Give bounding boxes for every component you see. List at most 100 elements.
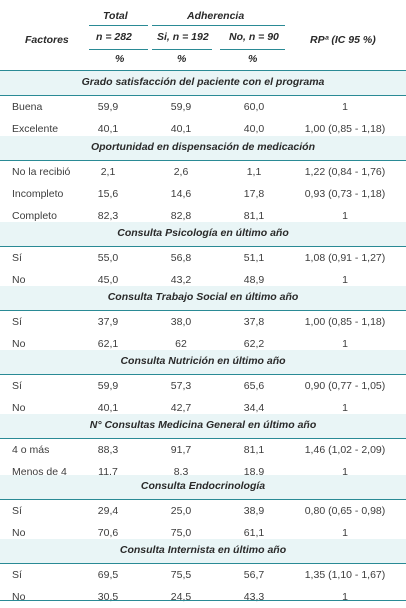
table-row: No 62,1 62 62,2 1 (0, 333, 406, 355)
cell-rp: 0,93 (0,73 - 1,18) (304, 188, 386, 200)
cell-adherencia-si: 2,6 (173, 166, 189, 178)
row-label: No (12, 274, 26, 286)
header-factores: Factores (25, 34, 69, 46)
cell-adherencia-si: 43,2 (170, 274, 192, 286)
section-title: Consulta Endocrinología (140, 480, 266, 492)
cell-total: 82,3 (97, 210, 119, 222)
cell-adherencia-no: 81,1 (243, 210, 265, 222)
table-bottom-rule (0, 600, 406, 601)
section-title: N° Consultas Medicina General en último … (89, 419, 317, 431)
row-label: No (12, 591, 26, 603)
cell-adherencia-si: 59,9 (170, 101, 192, 113)
cell-rp: 1 (342, 466, 348, 478)
table-row: Sí 55,0 56,8 51,1 1,08 (0,91 - 1,27) (0, 247, 406, 269)
cell-rp: 1 (342, 101, 348, 113)
cell-adherencia-no: 43,3 (243, 591, 265, 603)
cell-rp: 0,90 (0,77 - 1,05) (304, 380, 386, 392)
cell-total: 88,3 (97, 444, 119, 456)
section-rule (0, 310, 406, 311)
row-label: Buena (12, 101, 43, 113)
header-bottom-rule (0, 70, 406, 71)
header-total: Total (103, 10, 128, 22)
section-header (0, 414, 406, 438)
row-label: Excelente (12, 123, 59, 135)
cell-total: 55,0 (97, 252, 119, 264)
header-total-rule (89, 25, 148, 26)
header-pct-total: % (115, 53, 125, 65)
section-title: Grado satisfacción del paciente con el p… (81, 76, 325, 88)
cell-adherencia-no: 81,1 (243, 444, 265, 456)
section-title: Consulta Nutrición en último año (120, 355, 286, 367)
cell-adherencia-si: 14,6 (170, 188, 192, 200)
section-rule (0, 438, 406, 439)
row-label: Sí (12, 316, 22, 328)
table-row: No la recibió 2,1 2,6 1,1 1,22 (0,84 - 1,76) (0, 161, 406, 183)
row-label: Sí (12, 569, 22, 581)
header-n-si: Si, n = 192 (157, 31, 209, 43)
section-header (0, 350, 406, 374)
cell-adherencia-si: 75,5 (170, 569, 192, 581)
header-n-si-rule (152, 49, 212, 50)
table-row: Buena 59,9 59,9 60,0 1 (0, 96, 406, 118)
cell-total: 15,6 (97, 188, 119, 200)
section-rule (0, 563, 406, 564)
header-adherencia: Adherencia (187, 10, 245, 22)
table-row: Sí 69,5 75,5 56,7 1,35 (1,10 - 1,67) (0, 564, 406, 586)
table-row: No 30,5 24,5 43,3 1 (0, 586, 406, 608)
header-adherencia-rule (152, 25, 285, 26)
cell-adherencia-no: 34,4 (243, 402, 265, 414)
section-rule (0, 374, 406, 375)
cell-adherencia-si: 25,0 (170, 505, 192, 517)
section-title: Consulta Psicología en último año (117, 227, 289, 239)
section-header (0, 71, 406, 95)
cell-adherencia-no: 51,1 (243, 252, 265, 264)
cell-total: 59,9 (97, 380, 119, 392)
cell-rp: 1 (342, 402, 348, 414)
cell-adherencia-si: 82,8 (170, 210, 192, 222)
row-label: No la recibió (12, 166, 71, 178)
cell-total: 30,5 (97, 591, 119, 603)
table-row: No 70,6 75,0 61,1 1 (0, 522, 406, 544)
cell-total: 45,0 (97, 274, 119, 286)
header-pct-no: % (248, 53, 258, 65)
cell-rp: 1,35 (1,10 - 1,67) (304, 569, 386, 581)
table-row: Sí 59,9 57,3 65,6 0,90 (0,77 - 1,05) (0, 375, 406, 397)
cell-adherencia-si: 57,3 (170, 380, 192, 392)
cell-rp: 1 (342, 210, 348, 222)
row-label: No (12, 402, 26, 414)
cell-total: 40,1 (97, 402, 119, 414)
cell-total: 59,9 (97, 101, 119, 113)
cell-adherencia-no: 17,8 (243, 188, 265, 200)
cell-adherencia-si: 62 (175, 338, 187, 350)
table-row: 4 o más 88,3 91,7 81,1 1,46 (1,02 - 2,09) (0, 439, 406, 461)
cell-total: 29,4 (97, 505, 119, 517)
cell-adherencia-no: 62,2 (243, 338, 265, 350)
row-label: Sí (12, 380, 22, 392)
cell-rp: 1,00 (0,85 - 1,18) (304, 123, 386, 135)
table-row: Sí 37,9 38,0 37,8 1,00 (0,85 - 1,18) (0, 311, 406, 333)
cell-adherencia-si: 38,0 (170, 316, 192, 328)
table-row: Excelente 40,1 40,1 40,0 1,00 (0,85 - 1,18) (0, 118, 406, 140)
cell-total: 62,1 (97, 338, 119, 350)
cell-total: 37,9 (97, 316, 119, 328)
section-title: Oportunidad en dispensación de medicació… (90, 141, 316, 153)
section-header (0, 222, 406, 246)
row-label: Sí (12, 505, 22, 517)
section-header (0, 475, 406, 499)
cell-rp: 1 (342, 274, 348, 286)
table-row: Completo 82,3 82,8 81,1 1 (0, 205, 406, 227)
header-n-total-rule (89, 49, 148, 50)
cell-adherencia-si: 40,1 (170, 123, 192, 135)
section-title: Consulta Internista en último año (119, 544, 287, 556)
header-row-3: % % % (0, 50, 406, 70)
header-n-no: No, n = 90 (229, 31, 279, 43)
cell-adherencia-no: 37,8 (243, 316, 265, 328)
section-rule (0, 160, 406, 161)
cell-adherencia-no: 1,1 (246, 166, 262, 178)
header-row-2: Factores n = 282 Si, n = 192 No, n = 90 … (0, 27, 406, 49)
cell-adherencia-si: 42,7 (170, 402, 192, 414)
cell-adherencia-si: 56,8 (170, 252, 192, 264)
cell-total: 70,6 (97, 527, 119, 539)
table-row: Incompleto 15,6 14,6 17,8 0,93 (0,73 - 1,18) (0, 183, 406, 205)
